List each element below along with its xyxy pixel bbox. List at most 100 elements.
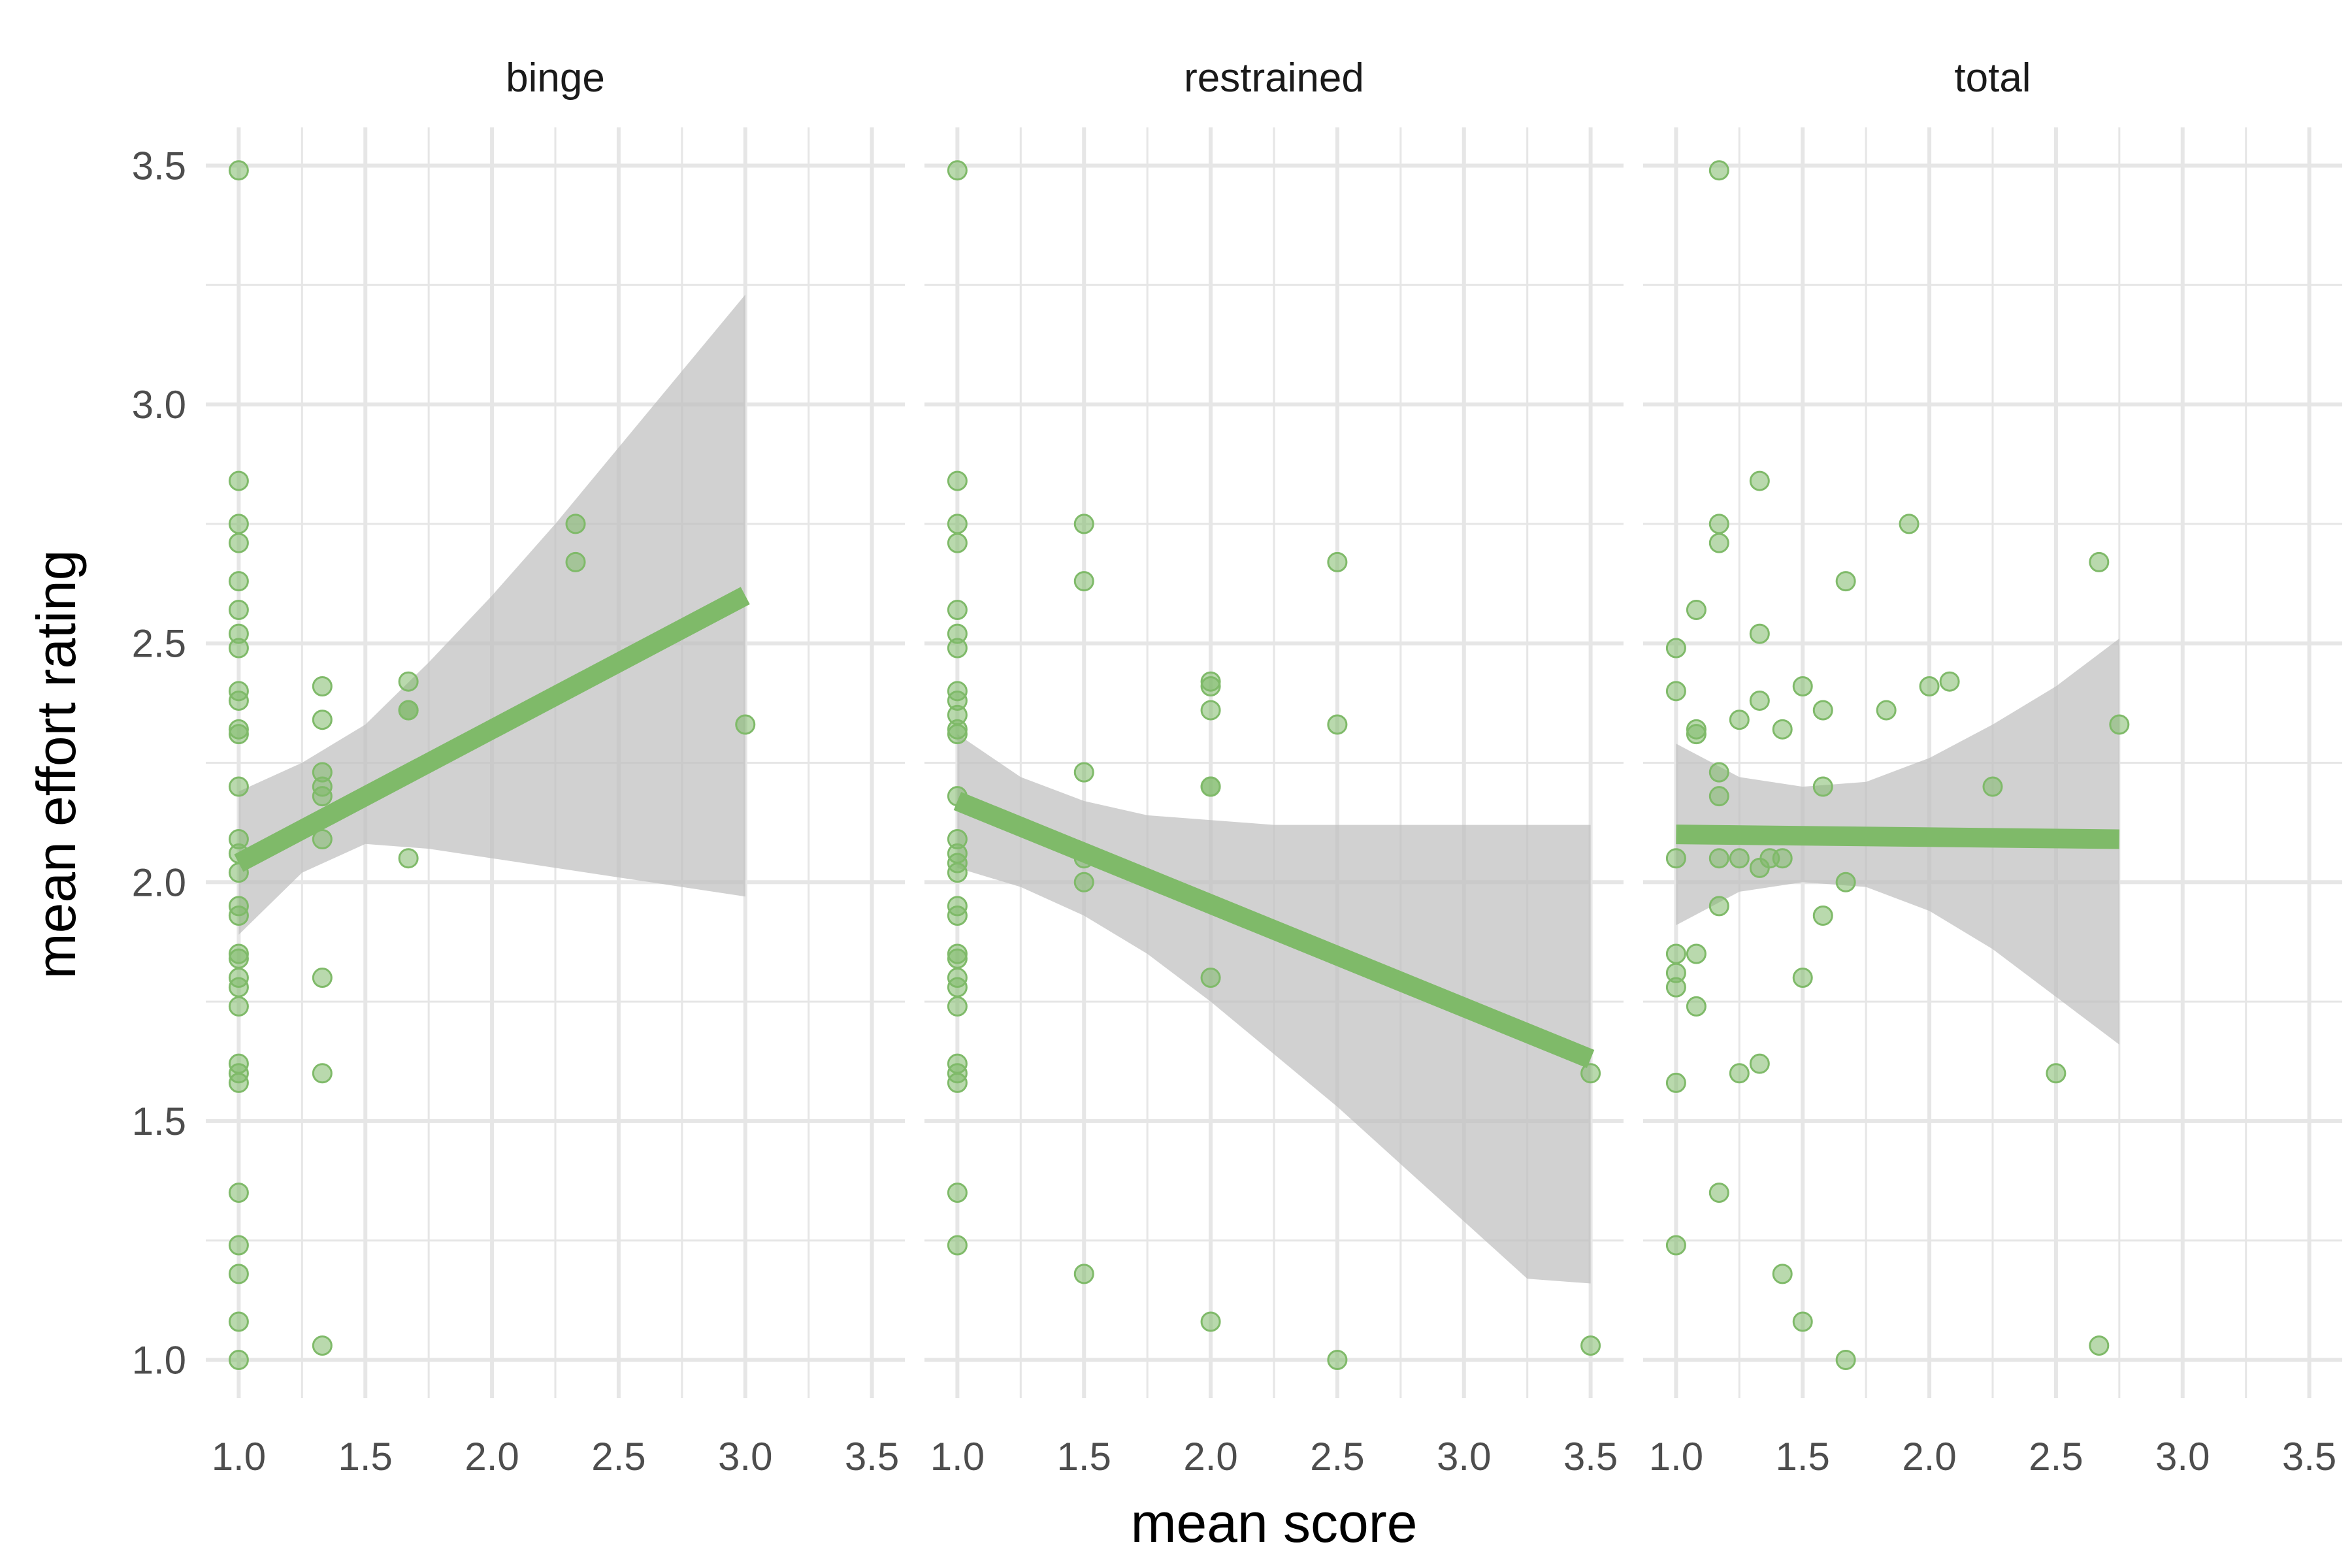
data-point [1708,762,1729,783]
x-tick-label: 3.5 [845,1435,899,1478]
data-point [312,676,333,697]
data-point [1073,514,1094,534]
data-point [1982,776,2003,797]
data-point [228,600,249,621]
data-point [1729,848,1750,869]
data-point [1200,1311,1221,1332]
data-point [1665,943,1686,964]
x-tick-label: 2.5 [2029,1435,2083,1478]
data-point [398,700,419,721]
data-point [1749,470,1770,491]
data-point [312,828,333,849]
data-point [1665,1072,1686,1093]
data-point [228,1311,249,1332]
data-point [1708,514,1729,534]
data-point [947,1072,968,1093]
data-point [1919,676,1940,697]
data-point [1073,762,1094,783]
data-point [947,1183,968,1203]
data-point [1708,786,1729,807]
data-point [1792,676,1813,697]
data-point [1665,1235,1686,1256]
data-point [735,714,756,735]
data-point [1665,977,1686,998]
x-tick-label: 2.0 [1183,1435,1237,1478]
data-point [228,1072,249,1093]
data-point [1665,681,1686,702]
data-point [1327,1350,1348,1371]
data-point [2089,1335,2110,1356]
data-point [565,514,586,534]
data-point [1749,1053,1770,1074]
data-point [947,638,968,659]
data-point [228,1350,249,1371]
regression-line [953,792,1595,1068]
data-point [1772,719,1793,740]
data-point [228,905,249,926]
data-point [1792,1311,1813,1332]
data-point [228,160,249,181]
confidence-band [238,294,745,935]
data-point [398,671,419,692]
data-point [1708,1183,1729,1203]
data-point [1835,872,1856,892]
data-point [1835,571,1856,592]
data-point [228,724,249,745]
data-point [228,638,249,659]
data-point [1708,532,1729,553]
x-tick-label: 2.0 [465,1435,519,1478]
y-tick-label: 3.0 [132,383,186,427]
data-point [312,710,333,730]
data-point [228,470,249,491]
data-point [1772,1264,1793,1284]
regression-line [1676,825,2120,849]
x-tick-label: 1.0 [1649,1435,1703,1478]
panel-total: total 1.0 1.5 2.0 2.5 3.0 3.5 [1643,56,2342,1478]
data-point [947,160,968,181]
data-point [228,948,249,969]
data-point [1729,710,1750,730]
data-point [312,786,333,807]
data-point [947,1235,968,1256]
data-point [1073,571,1094,592]
data-point [228,532,249,553]
y-tick-label: 2.5 [132,622,186,666]
data-point [1772,848,1793,869]
data-point [1708,848,1729,869]
panels-layer: binge 1.0 1.5 2.0 2.5 3.0 3.5 restrained 1.0 1.5 2… [206,56,2342,1478]
regression-line [234,587,750,872]
data-point [228,690,249,711]
data-point [1729,1063,1750,1084]
strip-label-total: total [1954,56,2031,101]
data-point [1876,700,1897,721]
data-point [1792,968,1813,988]
data-point [947,724,968,745]
data-point [1686,724,1707,745]
data-point [228,514,249,534]
data-point [312,968,333,988]
x-tick-label: 2.0 [1902,1435,1956,1478]
y-tick-label: 2.0 [132,860,186,904]
y-axis-title: mean effort rating [25,550,87,979]
x-tick-label: 2.5 [1310,1435,1364,1478]
data-point [1812,700,1833,721]
panel-restrained: restrained 1.0 1.5 2.0 2.5 3.0 3.5 [924,56,1624,1478]
strip-label-restrained: restrained [1184,56,1364,101]
data-point [228,977,249,998]
y-tick-label: 3.5 [132,144,186,188]
data-point [1580,1335,1601,1356]
data-point [1686,996,1707,1017]
data-point [947,948,968,969]
data-point [1939,671,1960,692]
data-point [947,977,968,998]
data-point [1073,1264,1094,1284]
x-tick-label: 1.5 [1057,1435,1111,1478]
x-axis-title: mean score [1131,1492,1418,1554]
data-point [1708,896,1729,917]
y-tick-label: 1.0 [132,1339,186,1382]
data-point [228,1264,249,1284]
data-point [1327,714,1348,735]
data-point [947,862,968,883]
panel-binge: binge 1.0 1.5 2.0 2.5 3.0 3.5 [206,56,905,1478]
